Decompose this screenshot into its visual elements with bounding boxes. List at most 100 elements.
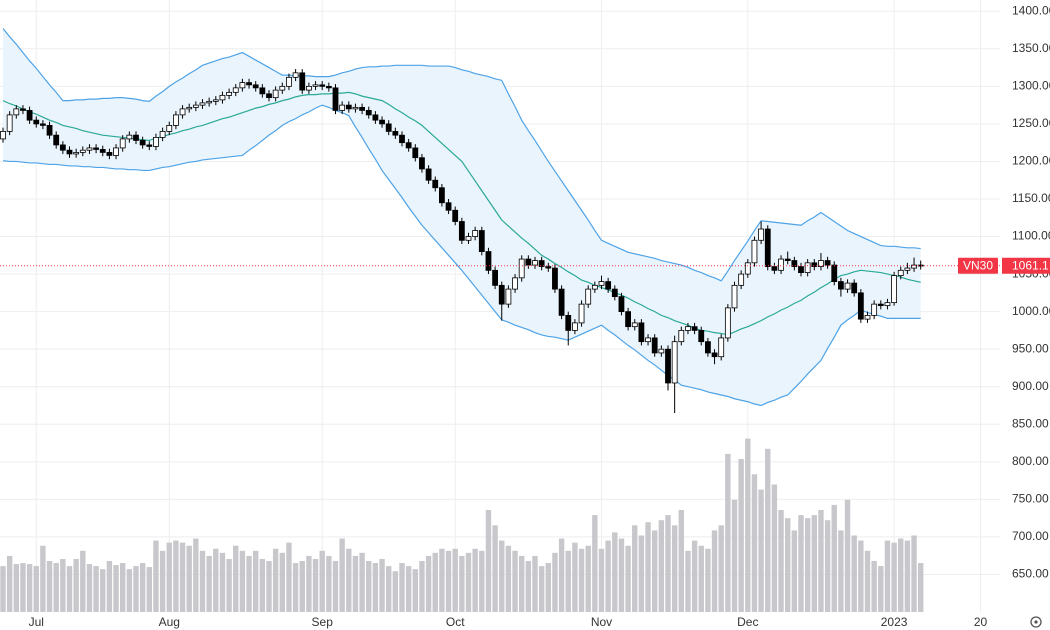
candle-body bbox=[305, 85, 312, 91]
volume-bar bbox=[538, 566, 545, 612]
volume-bar bbox=[53, 563, 59, 612]
candle-body bbox=[345, 104, 352, 110]
last-price-bg bbox=[1002, 257, 1050, 274]
volume-bar bbox=[618, 538, 625, 612]
candle-body bbox=[824, 260, 831, 266]
candle-body bbox=[119, 138, 126, 149]
candle-body bbox=[904, 267, 911, 271]
candle-body bbox=[93, 147, 99, 150]
candle-body bbox=[113, 147, 119, 156]
candle-body bbox=[246, 82, 252, 86]
candle-body bbox=[126, 134, 133, 140]
candle-body bbox=[724, 307, 731, 339]
volume-bar bbox=[219, 552, 226, 612]
candle-body bbox=[332, 87, 339, 111]
volume-bar bbox=[545, 563, 551, 612]
candle-body bbox=[525, 258, 532, 266]
volume-bar bbox=[505, 545, 512, 612]
candle-body bbox=[299, 72, 306, 91]
volume-bar bbox=[379, 558, 385, 612]
volume-bar bbox=[472, 548, 478, 612]
volume-bar bbox=[372, 563, 379, 612]
volume-bar bbox=[765, 448, 771, 612]
series-label-bg bbox=[958, 257, 998, 274]
volume-bar bbox=[758, 489, 764, 612]
candle-body bbox=[891, 275, 897, 304]
candle-body bbox=[645, 337, 651, 343]
volume-bar bbox=[419, 561, 425, 612]
candle-body bbox=[13, 108, 20, 116]
candle-body bbox=[419, 157, 425, 170]
candle-body bbox=[798, 266, 804, 273]
volume-bar bbox=[685, 550, 691, 612]
volume-bar bbox=[638, 535, 645, 612]
candle-body bbox=[638, 322, 645, 343]
y-tick-label: 1200.00 bbox=[1012, 154, 1050, 168]
volume-bar bbox=[791, 530, 798, 612]
volume-bar bbox=[412, 569, 418, 612]
candle-body bbox=[744, 262, 751, 275]
candle-body bbox=[20, 108, 26, 111]
volume-bar bbox=[578, 548, 585, 612]
volume-bar bbox=[445, 550, 452, 612]
volume-bar bbox=[625, 545, 631, 612]
candle-body bbox=[897, 269, 904, 276]
volume-bar bbox=[459, 555, 465, 612]
candle-body bbox=[864, 314, 871, 320]
candle-body bbox=[605, 281, 612, 290]
candle-body bbox=[804, 262, 811, 273]
candle-body bbox=[611, 288, 618, 298]
candle-body bbox=[572, 322, 578, 331]
candle-body bbox=[432, 179, 439, 189]
candle-body bbox=[472, 230, 479, 237]
candle-body bbox=[784, 258, 791, 261]
volume-bar bbox=[898, 538, 904, 612]
x-tick-label: 20 bbox=[974, 615, 988, 629]
volume-bar bbox=[153, 540, 159, 612]
volume-bar bbox=[479, 550, 485, 612]
candle-body bbox=[206, 100, 213, 104]
candle-body bbox=[585, 288, 592, 305]
candle-body bbox=[671, 341, 678, 384]
volume-bar bbox=[798, 515, 804, 612]
x-tick-label: Oct bbox=[446, 615, 465, 629]
volume-bar bbox=[80, 550, 86, 612]
candle-body bbox=[59, 144, 66, 151]
volume-bar bbox=[891, 542, 897, 612]
y-tick-label: 1400.00 bbox=[1012, 3, 1050, 17]
band-fill bbox=[3, 28, 921, 406]
candle-body bbox=[738, 273, 745, 286]
candle-body bbox=[844, 282, 851, 290]
candle-body bbox=[445, 202, 452, 211]
volume-bar bbox=[492, 525, 498, 612]
candle-body bbox=[352, 106, 359, 110]
candle-body bbox=[705, 341, 711, 354]
volume-bar bbox=[259, 558, 266, 612]
volume-bar bbox=[612, 532, 618, 612]
volume-bar bbox=[678, 510, 684, 612]
volume-bar bbox=[818, 510, 824, 612]
candle-body bbox=[851, 282, 858, 294]
candle-body bbox=[106, 152, 113, 156]
candle-body bbox=[691, 326, 698, 331]
volume-bar bbox=[698, 545, 704, 612]
volume-bar bbox=[366, 561, 372, 612]
volume-bar bbox=[13, 564, 19, 612]
volume-bar bbox=[199, 550, 206, 612]
volume-bar bbox=[352, 555, 359, 612]
settings-icon-hub bbox=[1034, 620, 1038, 624]
volume-bar bbox=[904, 540, 911, 612]
volume-bar bbox=[718, 525, 724, 612]
candle-body bbox=[538, 260, 545, 267]
volume-bar bbox=[133, 566, 139, 612]
volume-bar bbox=[405, 566, 412, 612]
volume-bar bbox=[40, 545, 46, 612]
volume-bar bbox=[671, 525, 678, 612]
volume-bar bbox=[246, 555, 252, 612]
settings-icon[interactable] bbox=[1030, 616, 1042, 628]
x-tick-label: Jul bbox=[29, 615, 44, 629]
candle-body bbox=[485, 251, 492, 271]
candle-body bbox=[66, 149, 73, 155]
volume-bar bbox=[785, 518, 791, 612]
candle-body bbox=[146, 144, 153, 147]
